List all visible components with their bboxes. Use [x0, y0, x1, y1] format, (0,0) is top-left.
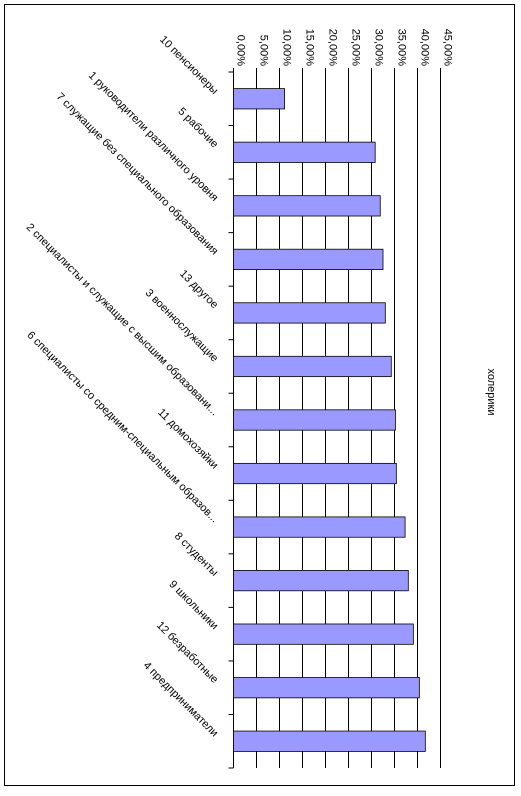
legend-label: холерики — [485, 368, 497, 415]
x-tick-label: 15,00% — [304, 29, 316, 67]
x-tick-label: 40,00% — [419, 29, 431, 67]
x-tick-label: 35,00% — [396, 29, 408, 67]
bar — [233, 516, 406, 538]
bar — [233, 462, 397, 485]
bar — [233, 355, 392, 378]
chart-border — [4, 4, 515, 786]
x-tick-label: 25,00% — [350, 29, 362, 67]
bar — [233, 623, 414, 645]
bar — [233, 141, 376, 163]
x-tick-label: 0,00% — [235, 35, 247, 66]
bar — [233, 248, 384, 270]
bar — [233, 88, 285, 110]
x-tick-label: 5,00% — [258, 35, 270, 66]
bar — [233, 409, 396, 431]
bar — [233, 302, 386, 324]
x-tick-label: 20,00% — [327, 29, 339, 67]
bar — [233, 677, 420, 699]
x-tick-label: 45,00% — [442, 29, 454, 67]
x-tick-label: 30,00% — [373, 29, 385, 67]
bar — [233, 570, 409, 592]
x-tick-label: 10,00% — [281, 29, 293, 67]
bar — [233, 730, 426, 752]
bar — [233, 195, 381, 217]
